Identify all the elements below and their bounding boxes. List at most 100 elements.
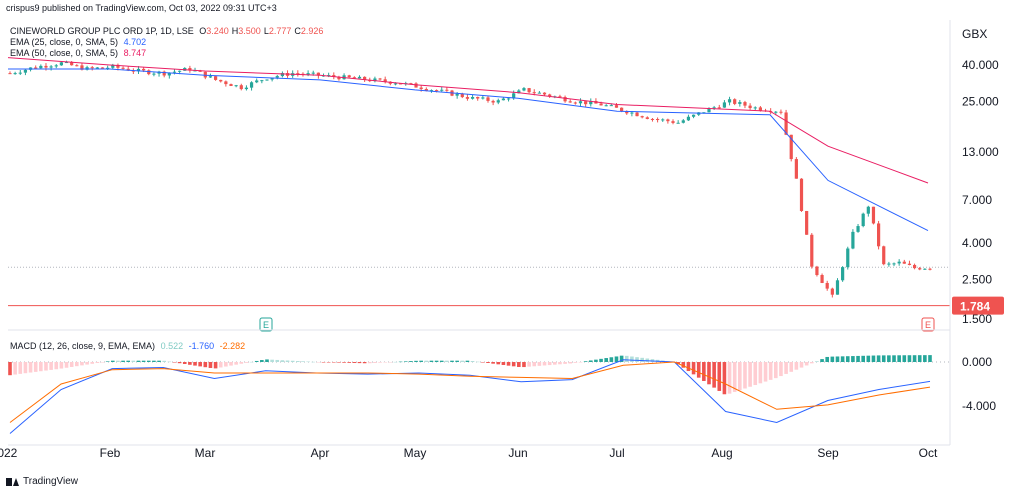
candle-body: [131, 70, 135, 72]
macd-hist-bar: [213, 362, 218, 369]
macd-hist-bar: [568, 362, 573, 364]
candle-body: [532, 92, 536, 94]
ema50-label: EMA (50, close, 0, SMA, 5): [10, 48, 119, 58]
candle-body: [460, 93, 464, 98]
candle-body: [907, 263, 912, 265]
macd-hist-bar: [275, 359, 280, 362]
macd-hist-bar: [409, 361, 413, 362]
candle-body: [152, 73, 156, 75]
macd-hist-bar: [604, 358, 609, 362]
macd-hist-bar: [280, 360, 285, 362]
candle-body: [265, 79, 269, 81]
candle-body: [486, 97, 490, 101]
candle-body: [799, 178, 804, 211]
candle-body: [306, 73, 310, 75]
candle-body: [810, 234, 814, 267]
macd-hist-bar: [398, 361, 403, 363]
macd-hist-bar: [95, 362, 100, 363]
candle-body: [208, 76, 213, 78]
macd-hist-bar: [54, 362, 59, 370]
macd-hist-bar: [804, 362, 809, 366]
macd-hist-bar: [105, 361, 110, 362]
macd-hist-bar: [352, 362, 357, 363]
brand-label: TradingView: [23, 476, 79, 487]
macd-hist-bar: [80, 362, 84, 366]
candle-body: [681, 120, 685, 123]
candle-body: [784, 112, 788, 135]
macd-hist-bar: [326, 362, 331, 363]
macd-hist-bar: [388, 362, 393, 363]
macd-hist-bar: [403, 361, 408, 362]
macd-hist-bar: [799, 362, 804, 368]
tradingview-mark-icon: [6, 477, 19, 486]
macd-hist-bar: [517, 362, 521, 367]
macd-hist-bar: [13, 362, 17, 375]
macd-hist-bar: [738, 362, 742, 391]
candle-body: [172, 71, 177, 73]
macd-hist-bar: [378, 362, 382, 363]
candle-body: [352, 77, 356, 79]
macd-hist-bar: [547, 362, 552, 366]
candle-body: [506, 98, 511, 100]
macd-hist-bar: [748, 362, 752, 387]
price-tick-label: 7.000: [962, 193, 992, 207]
legend-symbol-row: CINEWORLD GROUP PLC ORD 1P, 1D, LSE O3.2…: [10, 26, 323, 36]
time-tick-label: 2022: [0, 446, 18, 460]
macd-hist-bar: [609, 357, 614, 362]
macd-hist-bar: [100, 362, 105, 363]
macd-hist-bar: [321, 362, 326, 363]
price-tick-label: 25.000: [962, 94, 999, 108]
candle-body: [743, 102, 747, 106]
candle-body: [470, 96, 475, 99]
time-tick-label: Oct: [919, 446, 938, 460]
candle-body: [106, 67, 110, 69]
candle-body: [820, 275, 824, 283]
candle-body: [383, 79, 387, 82]
macd-hist-bar: [234, 362, 238, 365]
macd-hist-bar: [624, 355, 629, 362]
candle-body: [373, 78, 377, 82]
time-tick-label: Jun: [508, 446, 527, 460]
candle-body: [584, 101, 588, 105]
candle-body: [280, 73, 285, 77]
candle-body: [249, 82, 254, 88]
macd-hist-bar: [342, 362, 346, 363]
macd-hist-bar: [146, 360, 151, 362]
candle-body: [830, 288, 834, 295]
macd-hist-bar: [630, 356, 634, 362]
macd-hist-bar: [136, 360, 141, 362]
tradingview-logo[interactable]: TradingView: [6, 476, 78, 487]
macd-hist-bar: [193, 362, 197, 366]
macd-hist-bar: [260, 360, 264, 362]
macd-hist-bar: [481, 362, 485, 363]
ohlc-h: H3.500: [231, 26, 261, 36]
candle-body: [753, 107, 757, 109]
candle-body: [337, 76, 341, 80]
time-tick-label: Mar: [195, 446, 216, 460]
macd-hist-bar: [907, 355, 912, 362]
time-tick-label: May: [404, 446, 427, 460]
macd-hist-bar: [121, 360, 125, 362]
macd-hist-bar: [532, 362, 537, 367]
macd-hist-bar: [126, 360, 131, 362]
candle-body: [733, 99, 737, 104]
candle-body: [542, 92, 547, 95]
candle-body: [80, 65, 84, 70]
candle-body: [589, 100, 593, 105]
macd-hist-bar: [835, 356, 840, 362]
macd-hist-bar: [861, 355, 865, 362]
candle-body: [882, 246, 886, 265]
macd-hist-bar: [157, 360, 161, 362]
candle-body: [409, 83, 413, 85]
candle-body: [635, 112, 639, 117]
macd-hist-bar: [198, 362, 202, 367]
macd-hist-bar: [753, 362, 758, 386]
macd-hist-bar: [131, 360, 136, 362]
macd-hist-bar: [18, 362, 23, 374]
candle-body: [609, 105, 613, 107]
macd-hist-bar: [763, 362, 768, 382]
candle-body: [311, 72, 315, 74]
macd-hist-bar: [414, 360, 418, 362]
candle-body: [537, 92, 541, 94]
